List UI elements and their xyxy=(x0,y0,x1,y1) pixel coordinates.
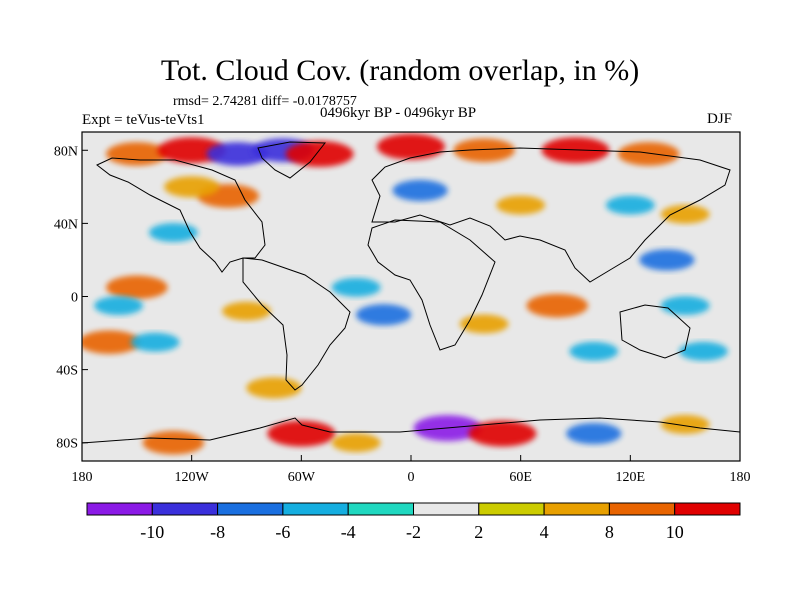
y-tick-label: 80N xyxy=(54,144,78,159)
anomaly-patch-6 xyxy=(453,138,515,163)
anomaly-patch-5 xyxy=(377,133,445,160)
colorbar-label: -8 xyxy=(210,522,225,542)
anomaly-patch-36 xyxy=(660,415,710,434)
colorbar-label: -6 xyxy=(275,522,290,542)
anomaly-patch-31 xyxy=(267,420,336,447)
coast-antarctica xyxy=(82,417,740,444)
x-tick-label: 120E xyxy=(616,470,646,485)
x-tick-label: 180 xyxy=(730,470,751,485)
anomaly-patch-18 xyxy=(106,275,168,300)
colorbar-swatch xyxy=(543,502,610,516)
colorbar-swatch xyxy=(347,502,415,516)
anomaly-patch-16 xyxy=(639,249,695,271)
anomaly-patch-27 xyxy=(569,341,619,361)
colorbar-label: 2 xyxy=(474,522,483,542)
colorbar-label: 8 xyxy=(605,522,614,542)
anomaly-patch-35 xyxy=(566,422,622,445)
colorbar-swatch xyxy=(674,502,741,516)
experiment-label: Expt = teVus-teVts1 xyxy=(82,112,205,128)
anomaly-patch-13 xyxy=(605,195,655,215)
coast-south-america xyxy=(242,257,351,391)
coastlines xyxy=(82,141,740,444)
x-tick-label: 180 xyxy=(72,470,93,485)
anomaly-patch-4 xyxy=(285,140,354,167)
anomaly-patch-10 xyxy=(164,176,220,198)
colorbar-label: -10 xyxy=(140,522,164,542)
colorbar-label: 10 xyxy=(666,522,684,542)
colorbar-label: 4 xyxy=(540,522,549,542)
colorbar-label: -4 xyxy=(341,522,356,542)
colorbar: -10 -8 -6 -4 -2 2 4 8 10 xyxy=(86,502,741,542)
x-tick-label: 0 xyxy=(408,470,415,485)
anomaly-patch-28 xyxy=(679,341,728,361)
anomaly-patch-24 xyxy=(459,314,509,334)
colorbar-swatch xyxy=(86,502,153,516)
plot-title: Tot. Cloud Cov. (random overlap, in %) xyxy=(160,54,640,87)
x-tick-label: 60E xyxy=(509,470,532,485)
period-label: 0496kyr BP - 0496kyr BP xyxy=(320,105,477,121)
anomaly-patch-32 xyxy=(331,433,381,453)
x-tick-label: 120W xyxy=(175,470,210,485)
anomaly-patch-22 xyxy=(355,304,412,326)
anomaly-patch-19 xyxy=(94,296,143,316)
colorbar-swatch xyxy=(282,502,349,516)
anomaly-patch-30 xyxy=(142,430,205,455)
anomaly-patch-14 xyxy=(660,204,710,224)
colorbar-swatch xyxy=(608,502,676,516)
season-label: DJF xyxy=(707,111,733,127)
anomaly-patch-11 xyxy=(392,179,448,202)
coast-eurasia xyxy=(371,147,731,283)
coast-australia xyxy=(619,304,691,359)
y-tick-label: 40N xyxy=(54,217,78,232)
colorbar-swatch xyxy=(151,502,219,516)
colorbar-swatch xyxy=(478,502,545,516)
anomaly-patch-34 xyxy=(468,420,537,447)
colorbar-label: -2 xyxy=(406,522,421,542)
colorbar-swatch xyxy=(413,502,480,516)
colorbar-swatch xyxy=(217,502,284,516)
anomaly-patch-15 xyxy=(148,223,198,242)
coast-greenland xyxy=(257,141,327,179)
anomaly-patch-0 xyxy=(106,142,168,166)
anomaly-patch-25 xyxy=(82,330,141,354)
map-axes: 180 120W 60W 0 60E 120E 180 80N 40N 0 40S 80S xyxy=(54,144,751,485)
coast-africa xyxy=(367,219,496,351)
y-tick-label: 0 xyxy=(71,291,78,306)
y-tick-label: 40S xyxy=(56,364,78,379)
anomaly-patch-17 xyxy=(660,296,710,316)
anomaly-patch-2 xyxy=(206,142,269,166)
anomaly-patch-8 xyxy=(617,142,680,166)
x-tick-label: 60W xyxy=(288,470,316,485)
anomaly-patch-20 xyxy=(222,301,271,321)
anomaly-patch-23 xyxy=(526,293,589,318)
y-tick-label: 80S xyxy=(56,437,78,452)
anomaly-patch-21 xyxy=(331,277,381,297)
anomaly-patch-26 xyxy=(130,332,180,352)
stats-text: rmsd= 2.74281 diff= -0.0178757 xyxy=(173,94,357,109)
anomaly-patch-12 xyxy=(496,195,546,215)
